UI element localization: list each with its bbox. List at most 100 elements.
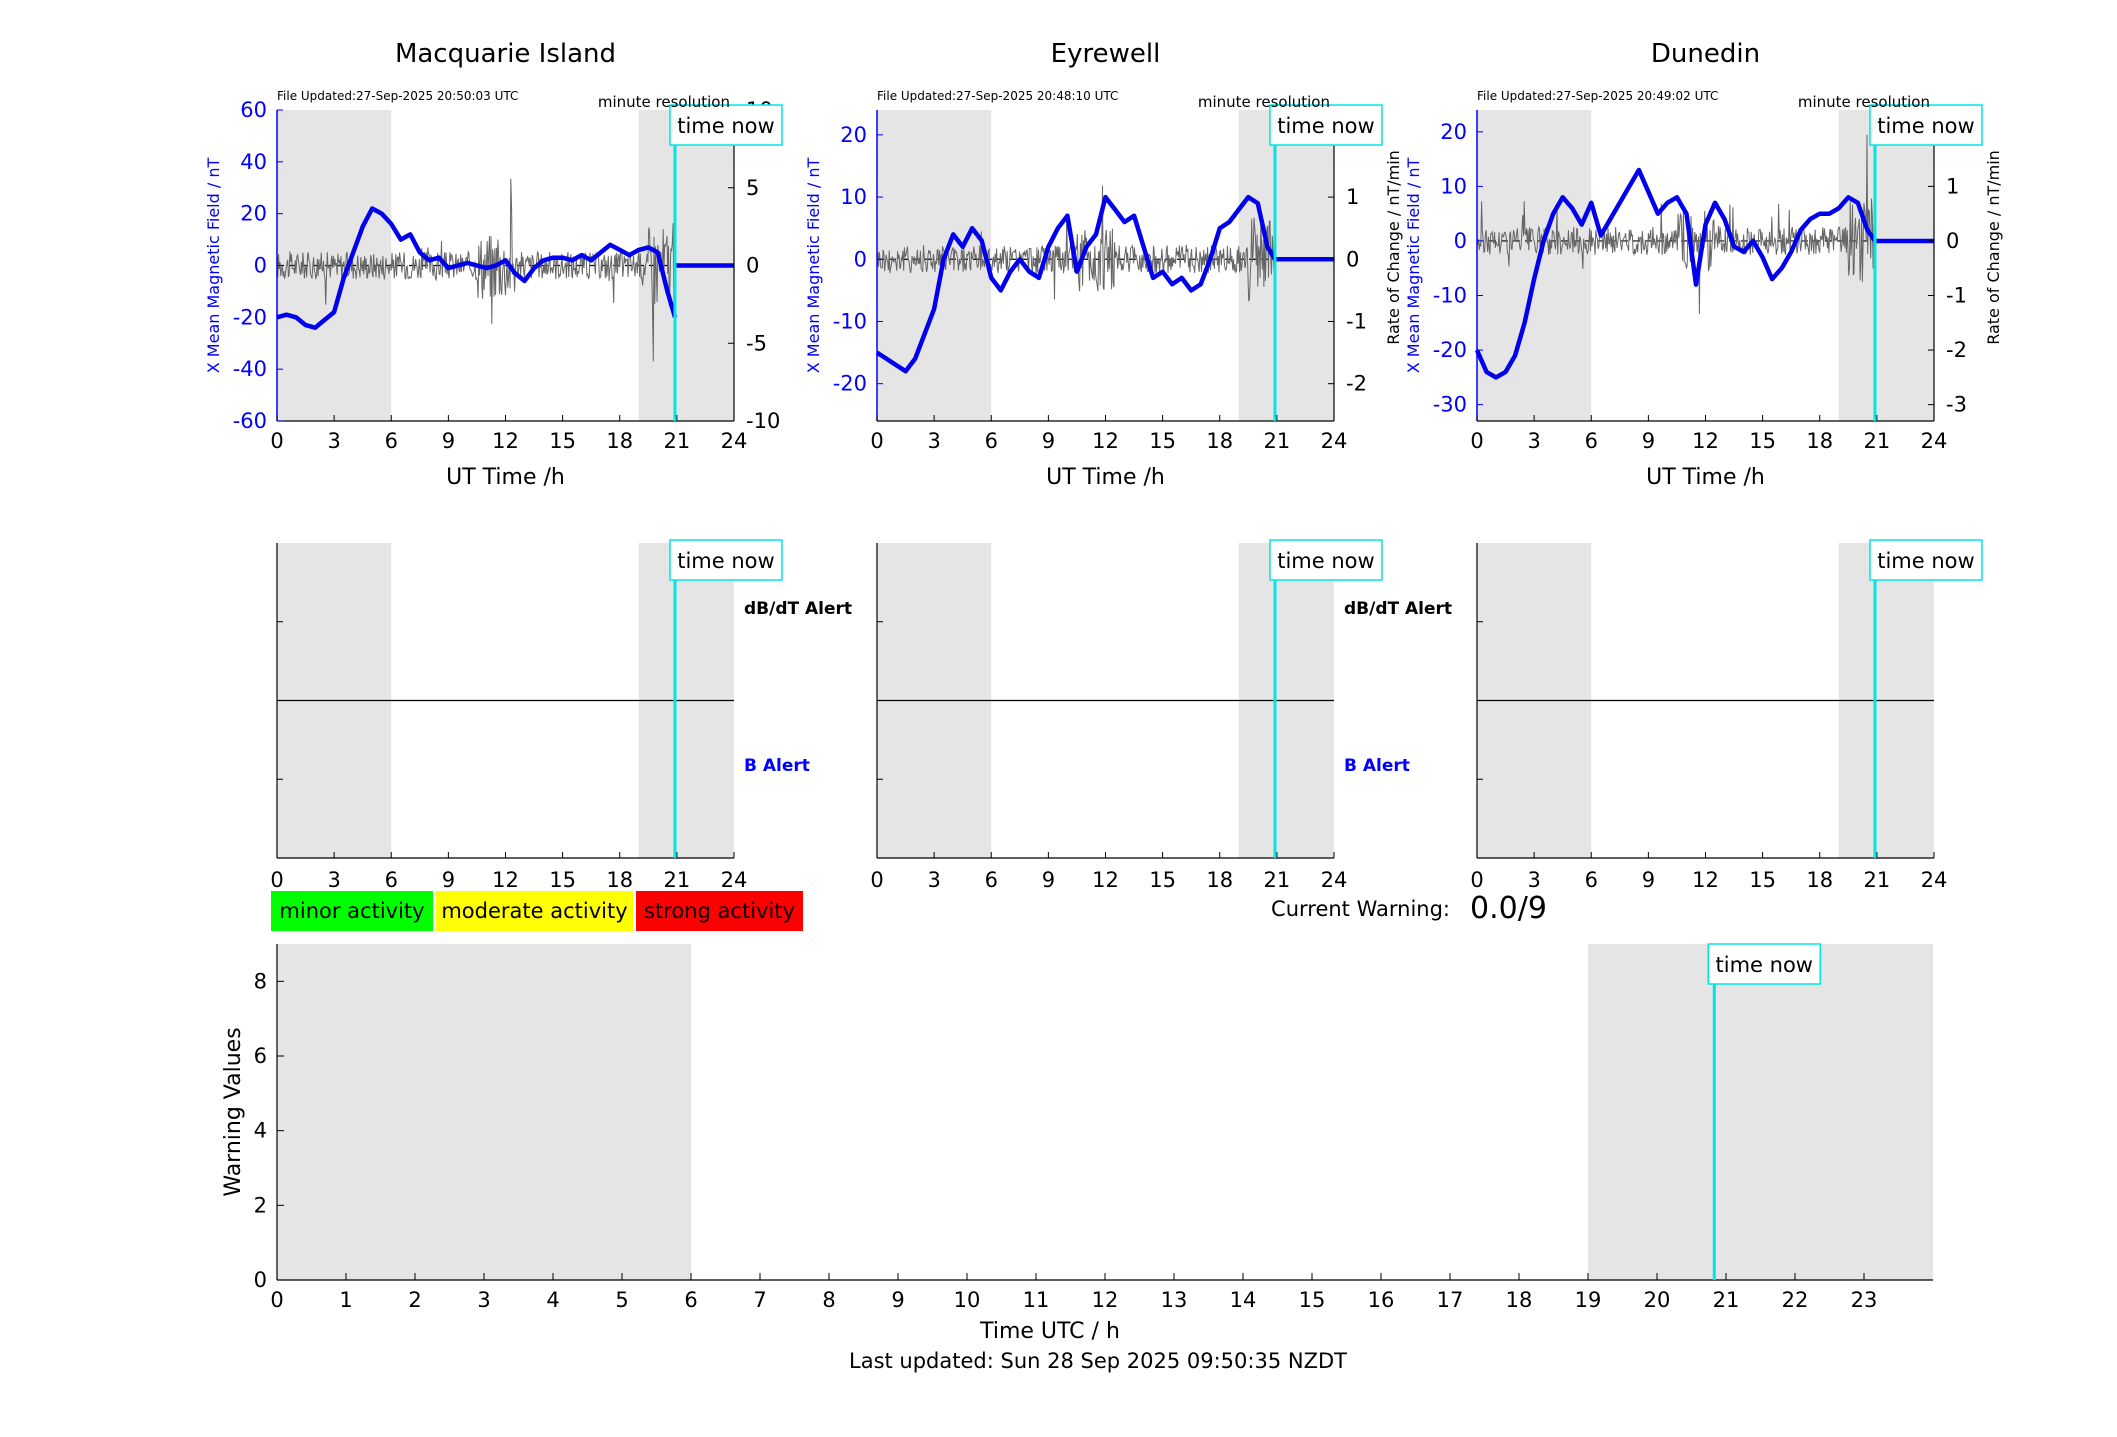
y-tick-label: 0: [254, 1268, 267, 1292]
right-tick-label: -1: [1346, 309, 1367, 333]
x-tick-label: 24: [1921, 868, 1948, 892]
x-tick-label: 9: [1642, 429, 1655, 453]
x-tick-label: 12: [492, 429, 519, 453]
x-tick-label: 0: [870, 868, 883, 892]
x-tick-label: 23: [1851, 1288, 1878, 1312]
x-tick-label: 18: [606, 868, 633, 892]
magnetic-field-plot: 03691215182124-30-20-1001020-3-2-1012tim…: [1433, 104, 1983, 453]
x-tick-label: 21: [1864, 429, 1891, 453]
x-tick-label: 0: [270, 868, 283, 892]
left-tick-label: 10: [840, 185, 867, 209]
left-tick-label: -30: [1433, 393, 1467, 417]
left-tick-label: 60: [240, 98, 267, 122]
x-tick-label: 12: [1092, 1288, 1119, 1312]
y-tick-label: 8: [254, 969, 267, 993]
rate-of-change-trace: [276, 178, 675, 362]
time-now-label: time now: [1716, 953, 1813, 977]
file-updated: File Updated:27-Sep-2025 20:49:02 UTC: [1477, 89, 1718, 103]
time-now-box: [1707, 943, 1822, 985]
right-tick-label: -5: [746, 331, 767, 355]
x-tick-label: 22: [1782, 1288, 1809, 1312]
current-warning-label: Current Warning:: [1271, 897, 1450, 921]
left-tick-label: 20: [1440, 120, 1467, 144]
x-tick-label: 0: [1470, 868, 1483, 892]
x-tick-label: 24: [721, 868, 748, 892]
x-tick-label: 18: [606, 429, 633, 453]
x-tick-label: 3: [1527, 868, 1540, 892]
legend-swatch: [636, 891, 803, 931]
time-now-label: time now: [1277, 549, 1374, 573]
left-tick-label: -10: [833, 309, 867, 333]
x-tick-label: 0: [270, 429, 283, 453]
x-tick-label: 3: [927, 429, 940, 453]
left-tick-label: -20: [1433, 338, 1467, 362]
dbdt-alert-label: dB/dT Alert: [744, 599, 852, 619]
y-axis-label-left: X Mean Magnetic Field / nT: [1404, 158, 1423, 374]
x-tick-label: 21: [664, 429, 691, 453]
x-tick-label: 12: [1692, 868, 1719, 892]
legend-label: minor activity: [279, 899, 424, 923]
x-tick-label: 12: [1092, 429, 1119, 453]
y-axis-label: Warning Values: [221, 1027, 246, 1196]
x-tick-label: 9: [1042, 868, 1055, 892]
right-tick-label: 1: [1946, 174, 1959, 198]
x-tick-label: 3: [927, 868, 940, 892]
x-tick-label: 14: [1230, 1288, 1257, 1312]
x-tick-label: 15: [549, 429, 576, 453]
right-tick-label: -2: [1346, 372, 1367, 396]
resolution-label: minute resolution: [1198, 93, 1330, 111]
x-tick-label: 4: [546, 1288, 559, 1312]
time-now-box: [1869, 539, 1983, 581]
x-tick-label: 10: [954, 1288, 981, 1312]
x-tick-label: 24: [1921, 429, 1948, 453]
x-tick-label: 21: [664, 868, 691, 892]
night-shading: [1838, 110, 1934, 421]
rate-of-change-trace: [1476, 134, 1876, 315]
legend-label: moderate activity: [441, 899, 627, 923]
x-tick-label: 3: [477, 1288, 490, 1312]
time-now-box: [1269, 539, 1383, 581]
x-tick-label: 13: [1161, 1288, 1188, 1312]
x-tick-label: 6: [385, 868, 398, 892]
x-tick-label: 20: [1644, 1288, 1671, 1312]
dbdt-alert-label: dB/dT Alert: [1344, 599, 1452, 619]
left-tick-label: -20: [833, 372, 867, 396]
x-tick-label: 15: [1749, 429, 1776, 453]
current-warning-value: 0.0/9: [1470, 891, 1547, 926]
x-tick-label: 3: [327, 868, 340, 892]
left-tick-label: -10: [1433, 284, 1467, 308]
station-panel: 03691215182124-60-40-200204060-10-50510t…: [204, 39, 852, 892]
time-now-label: time now: [1877, 549, 1974, 573]
x-tick-label: 24: [721, 429, 748, 453]
right-tick-label: 5: [746, 176, 759, 200]
night-shading: [277, 944, 691, 1280]
x-tick-label: 19: [1575, 1288, 1602, 1312]
time-now-label: time now: [1277, 114, 1374, 138]
x-tick-label: 18: [1506, 1288, 1533, 1312]
right-tick-label: 0: [746, 254, 759, 278]
x-tick-label: 12: [1692, 429, 1719, 453]
legend-swatch: [271, 891, 433, 931]
right-tick-label: 0: [1346, 247, 1359, 271]
left-tick-label: 0: [854, 247, 867, 271]
x-tick-label: 11: [1023, 1288, 1050, 1312]
x-tick-label: 21: [1264, 868, 1291, 892]
right-tick-label: -10: [746, 409, 780, 433]
b-alert-label: B Alert: [744, 756, 810, 776]
left-tick-label: 10: [1440, 174, 1467, 198]
x-tick-label: 9: [1642, 868, 1655, 892]
left-tick-label: -40: [233, 357, 267, 381]
magnetic-field-plot: 03691215182124-60-40-200204060-10-50510t…: [233, 98, 783, 453]
y-axis-label-right: Rate of Change / nT/min: [1384, 150, 1403, 345]
time-now-label: time now: [677, 549, 774, 573]
resolution-label: minute resolution: [1798, 93, 1930, 111]
night-shading: [1477, 110, 1592, 421]
x-tick-label: 15: [1299, 1288, 1326, 1312]
resolution-label: minute resolution: [598, 93, 730, 111]
station-panels: 03691215182124-60-40-200204060-10-50510t…: [204, 39, 2003, 892]
station-title: Dunedin: [1651, 39, 1760, 69]
x-tick-label: 0: [870, 429, 883, 453]
time-now-box: [1269, 104, 1383, 146]
x-tick-label: 2: [408, 1288, 421, 1312]
